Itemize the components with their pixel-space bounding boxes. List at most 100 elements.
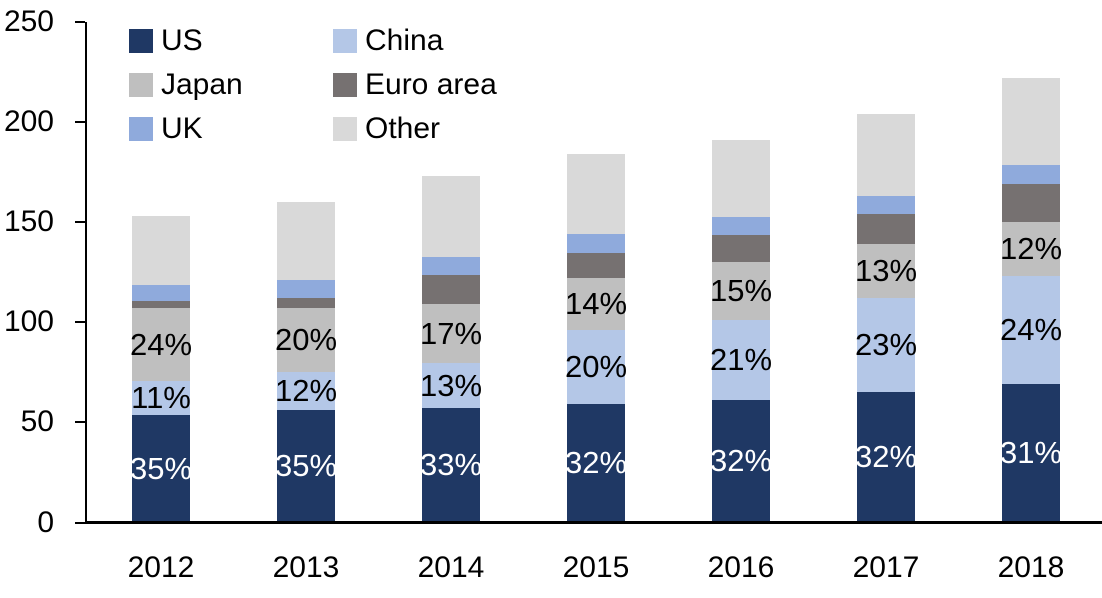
y-axis-tick-150 xyxy=(75,220,85,223)
bar-segment-us-2012 xyxy=(132,415,190,523)
legend-item-euro-area: Euro area xyxy=(333,68,537,101)
bar-segment-uk-2012 xyxy=(132,285,190,302)
bar-segment-japan-2014 xyxy=(422,304,480,364)
segment-label-us-2017: 32% xyxy=(854,439,918,475)
x-axis-label-2017: 2017 xyxy=(852,551,920,584)
bar-segment-japan-2016 xyxy=(712,261,770,321)
bar-segment-china-2017 xyxy=(857,298,915,393)
bar-segment-japan-2018 xyxy=(1002,221,1060,276)
x-axis-line xyxy=(85,520,1102,524)
x-axis-label-2016: 2016 xyxy=(707,551,775,584)
bar-segment-china-2012 xyxy=(132,381,190,416)
y-axis-label-0: 0 xyxy=(37,505,54,539)
bar-segment-japan-2017 xyxy=(857,243,915,299)
y-axis-label-100: 100 xyxy=(3,305,54,339)
segment-label-china-2017: 23% xyxy=(854,327,918,363)
segment-label-japan-2013: 20% xyxy=(274,322,338,358)
x-axis-label-2013: 2013 xyxy=(272,551,340,584)
bar-segment-other-2018 xyxy=(1002,77,1060,165)
segment-label-us-2018: 31% xyxy=(999,435,1063,471)
segment-label-japan-2017: 13% xyxy=(854,252,918,288)
bar-segment-us-2013 xyxy=(277,410,335,523)
legend-label-euro-area: Euro area xyxy=(365,68,497,101)
bar-segment-china-2018 xyxy=(1002,276,1060,385)
x-axis-label-2018: 2018 xyxy=(997,551,1065,584)
chart-legend: US China Japan Euro area UK Other xyxy=(129,24,537,145)
segment-label-japan-2015: 14% xyxy=(564,286,628,322)
segment-label-china-2018: 24% xyxy=(999,312,1063,348)
legend-item-china: China xyxy=(333,24,537,57)
legend-swatch-other xyxy=(333,117,357,141)
legend-item-other: Other xyxy=(333,112,537,145)
y-axis-line xyxy=(85,21,87,524)
bar-segment-uk-2015 xyxy=(567,233,625,253)
segment-label-china-2012: 11% xyxy=(131,380,191,416)
segment-label-japan-2018: 12% xyxy=(999,230,1063,266)
segment-label-china-2013: 12% xyxy=(274,373,338,409)
legend-item-uk: UK xyxy=(129,112,333,145)
bar-segment-us-2018 xyxy=(1002,384,1060,523)
legend-swatch-japan xyxy=(129,73,153,97)
segment-label-us-2015: 32% xyxy=(564,445,628,481)
bar-segment-euro-area-2016 xyxy=(712,234,770,262)
bar-segment-euro-area-2018 xyxy=(1002,183,1060,222)
bar-segment-other-2012 xyxy=(132,215,190,285)
x-axis-label-2015: 2015 xyxy=(562,551,630,584)
legend-label-china: China xyxy=(365,24,444,57)
bar-segment-other-2014 xyxy=(422,175,480,257)
legend-label-uk: UK xyxy=(161,112,203,145)
legend-label-us: US xyxy=(161,24,203,57)
legend-label-other: Other xyxy=(365,112,441,145)
bar-segment-other-2013 xyxy=(277,201,335,280)
bar-segment-china-2013 xyxy=(277,372,335,411)
bar-segment-euro-area-2013 xyxy=(277,298,335,309)
segment-label-japan-2014: 17% xyxy=(419,315,483,351)
y-axis-tick-0 xyxy=(75,521,85,524)
bar-segment-japan-2013 xyxy=(277,308,335,373)
segment-label-china-2016: 21% xyxy=(709,342,773,378)
x-axis-label-2014: 2014 xyxy=(417,551,485,584)
legend-swatch-uk xyxy=(129,117,153,141)
bar-segment-us-2014 xyxy=(422,408,480,523)
segment-label-japan-2016: 15% xyxy=(709,273,773,309)
y-axis-tick-100 xyxy=(75,321,85,324)
bar-segment-china-2014 xyxy=(422,363,480,409)
legend-item-japan: Japan xyxy=(129,68,333,101)
bar-segment-other-2017 xyxy=(857,113,915,196)
bar-segment-us-2016 xyxy=(712,400,770,523)
bar-segment-japan-2015 xyxy=(567,278,625,331)
segment-label-us-2014: 33% xyxy=(419,447,483,483)
segment-label-japan-2012: 24% xyxy=(129,326,193,362)
y-axis-label-250: 250 xyxy=(3,4,54,38)
bar-segment-uk-2018 xyxy=(1002,164,1060,184)
bar-segment-uk-2016 xyxy=(712,216,770,235)
bar-segment-other-2016 xyxy=(712,139,770,217)
bar-segment-euro-area-2014 xyxy=(422,275,480,305)
bar-segment-japan-2012 xyxy=(132,308,190,382)
segment-label-us-2016: 32% xyxy=(709,443,773,479)
segment-label-china-2015: 20% xyxy=(564,349,628,385)
bar-segment-euro-area-2012 xyxy=(132,301,190,309)
bar-segment-us-2017 xyxy=(857,392,915,523)
y-axis-label-150: 150 xyxy=(3,204,54,238)
y-axis-label-200: 200 xyxy=(3,104,54,138)
bar-segment-uk-2017 xyxy=(857,195,915,214)
legend-swatch-euro-area xyxy=(333,73,357,97)
legend-swatch-china xyxy=(333,29,357,53)
bar-segment-uk-2014 xyxy=(422,256,480,275)
bar-segment-china-2015 xyxy=(567,330,625,405)
bar-segment-euro-area-2015 xyxy=(567,252,625,278)
bar-segment-other-2015 xyxy=(567,153,625,234)
bar-segment-us-2015 xyxy=(567,404,625,523)
y-axis-label-50: 50 xyxy=(20,405,54,439)
bar-segment-euro-area-2017 xyxy=(857,213,915,244)
bar-segment-china-2016 xyxy=(712,320,770,401)
segment-label-us-2012: 35% xyxy=(129,450,193,486)
x-axis-label-2012: 2012 xyxy=(127,551,195,584)
legend-label-japan: Japan xyxy=(161,68,243,101)
segment-label-china-2014: 13% xyxy=(419,367,483,403)
bar-segment-uk-2013 xyxy=(277,280,335,299)
y-axis-tick-200 xyxy=(75,120,85,123)
segment-label-us-2013: 35% xyxy=(274,448,338,484)
